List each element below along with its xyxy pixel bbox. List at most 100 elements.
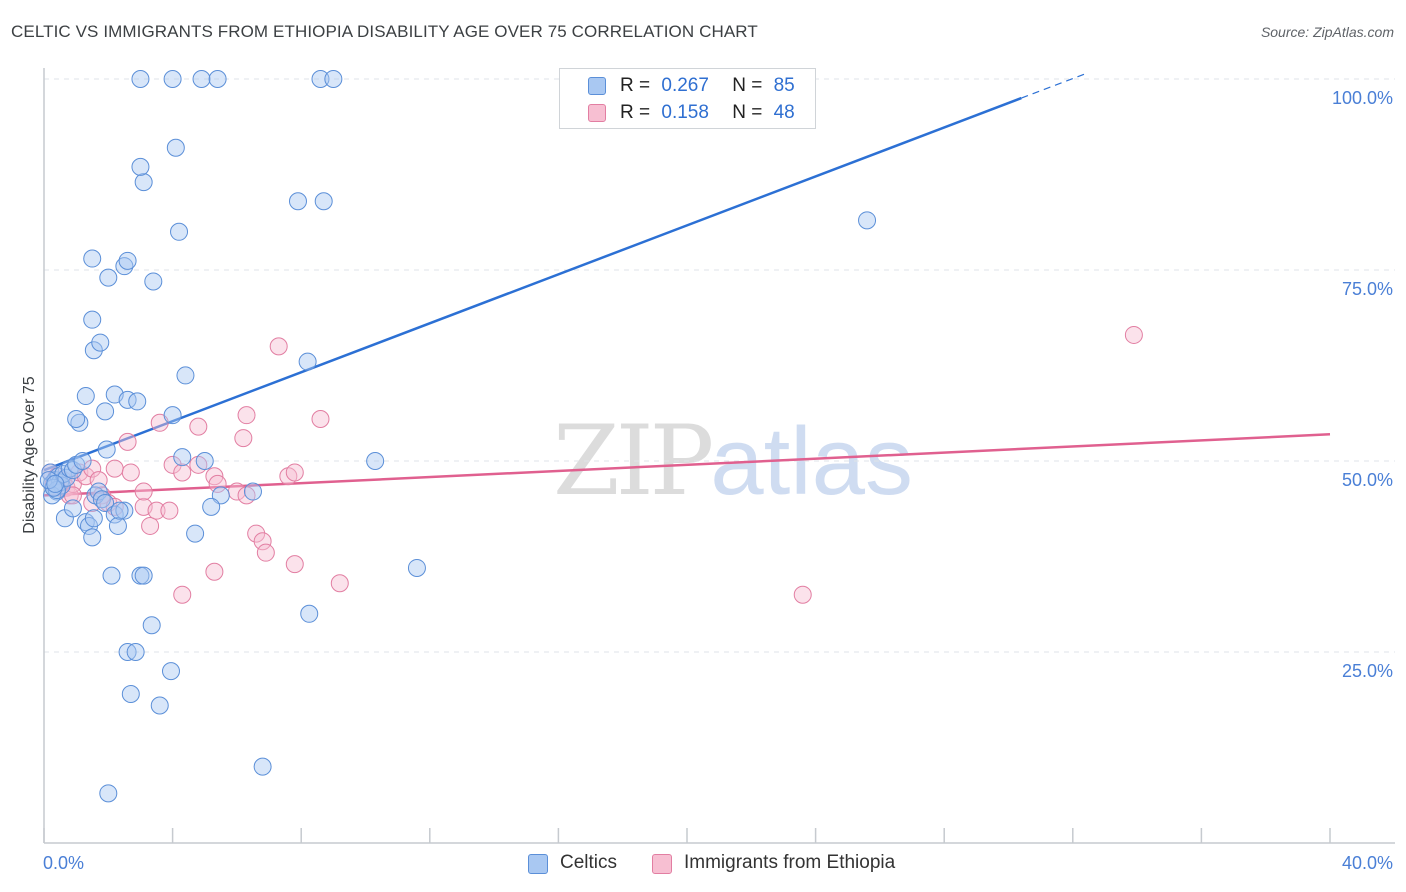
celtic-point: [63, 499, 82, 518]
ethiopia-point: [141, 516, 160, 535]
celtic-point: [102, 566, 121, 585]
celtic-point: [170, 222, 189, 241]
ethiopia-point: [1124, 325, 1143, 344]
ethiopia-point: [285, 555, 304, 574]
celtic-point: [115, 501, 134, 520]
celtic-point: [131, 157, 150, 176]
celtic-point: [76, 387, 95, 406]
celtic-point: [63, 461, 82, 480]
celtic-point: [126, 643, 145, 661]
celtic-point: [144, 272, 163, 291]
x-tick-label: 40.0%: [1342, 853, 1393, 873]
ethiopia-point: [189, 417, 208, 436]
x-tick-label: 0.0%: [43, 853, 84, 873]
legend-row-ethiopia-text: R = 0.158 N = 48: [620, 102, 795, 124]
ethiopia-point: [208, 474, 227, 493]
celtic-point: [67, 409, 86, 428]
celtic-point: [314, 192, 333, 211]
celtic-point: [161, 662, 180, 681]
celtic-point: [142, 616, 161, 635]
celtic-point: [243, 482, 262, 501]
stats-legend: R = 0.267 N = 85 R = 0.158 N = 48: [559, 68, 816, 129]
celtic-point: [83, 528, 102, 547]
celtic-point: [97, 440, 116, 459]
celtic-point: [108, 516, 127, 535]
ethiopia-point: [134, 482, 153, 501]
ethiopia-swatch: [652, 854, 672, 874]
ethiopia-point: [237, 406, 256, 425]
ethiopia-point: [256, 543, 275, 562]
ethiopia-point: [247, 524, 266, 543]
celtic-point: [118, 390, 137, 409]
gridlines: [44, 78, 1395, 653]
ethiopia-swatch: [588, 104, 606, 122]
celtic-point: [186, 524, 205, 543]
celtic-point: [211, 486, 230, 505]
celtic-point: [163, 70, 182, 88]
ethiopia-point: [105, 459, 124, 478]
celtic-point: [176, 366, 195, 385]
r-label: R =: [620, 75, 651, 96]
trendline-celtics: [43, 96, 1022, 472]
celtic-point: [311, 70, 330, 88]
celtic-point: [163, 406, 182, 425]
celtic-point: [253, 757, 272, 776]
ethiopia-point: [173, 585, 192, 604]
celtic-point: [91, 333, 110, 352]
trendline-celtics-extension: [1021, 73, 1086, 99]
celtic-point: [407, 558, 426, 577]
legend-label-ethiopia: Immigrants from Ethiopia: [684, 852, 896, 873]
ethiopia-point: [285, 463, 304, 482]
data-points: [39, 70, 1143, 803]
celtic-point: [288, 192, 307, 211]
celtic-point: [300, 604, 319, 623]
y-tick-label: 25.0%: [1342, 661, 1393, 681]
celtic-point: [99, 268, 118, 287]
celtic-point: [128, 392, 147, 411]
celtic-point: [84, 509, 103, 528]
source-label: Source: ZipAtlas.com: [1260, 24, 1394, 40]
ethiopia-point: [121, 463, 140, 482]
y-tick-label: 50.0%: [1342, 470, 1393, 490]
celtic-point: [110, 501, 129, 520]
r-value: 0.158: [661, 102, 709, 123]
ethiopia-point: [173, 463, 192, 482]
legend-label-celtics: Celtics: [560, 852, 618, 873]
ethiopia-point: [311, 409, 330, 428]
ethiopia-point: [147, 501, 166, 520]
y-tick-label: 75.0%: [1342, 279, 1393, 299]
celtic-point: [99, 784, 118, 803]
r-value: 0.267: [661, 75, 709, 96]
celtic-point: [96, 494, 115, 513]
ethiopia-point: [205, 562, 224, 581]
ethiopia-point: [163, 455, 182, 474]
y-axis-label: Disability Age Over 75: [21, 376, 38, 534]
celtic-point: [324, 70, 343, 88]
ethiopia-point: [330, 574, 349, 593]
celtic-point: [298, 352, 317, 371]
celtic-point: [173, 448, 192, 467]
ethiopia-point: [269, 337, 288, 356]
celtic-point: [195, 452, 214, 470]
celtics-swatch: [528, 854, 548, 874]
legend-row-celtics-text: R = 0.267 N = 85: [620, 75, 795, 97]
celtic-point: [134, 173, 153, 192]
celtic-point: [208, 70, 227, 88]
y-tick-label: 100.0%: [1332, 88, 1393, 108]
celtic-point: [192, 70, 211, 88]
chart-title: CELTIC VS IMMIGRANTS FROM ETHIOPIA DISAB…: [11, 22, 758, 41]
ethiopia-point: [160, 501, 179, 520]
watermark: ZIPatlas: [553, 405, 913, 517]
n-label: N =: [732, 102, 763, 123]
ethiopia-point: [234, 429, 253, 448]
celtic-point: [96, 402, 115, 421]
n-value: 48: [773, 102, 795, 123]
celtic-point: [166, 138, 185, 157]
celtic-point: [84, 341, 103, 360]
celtic-point: [134, 566, 153, 585]
n-label: N =: [732, 75, 763, 96]
ethiopia-point: [253, 532, 272, 551]
celtic-point: [43, 486, 62, 505]
celtic-point: [150, 696, 169, 715]
celtic-point: [83, 249, 102, 268]
